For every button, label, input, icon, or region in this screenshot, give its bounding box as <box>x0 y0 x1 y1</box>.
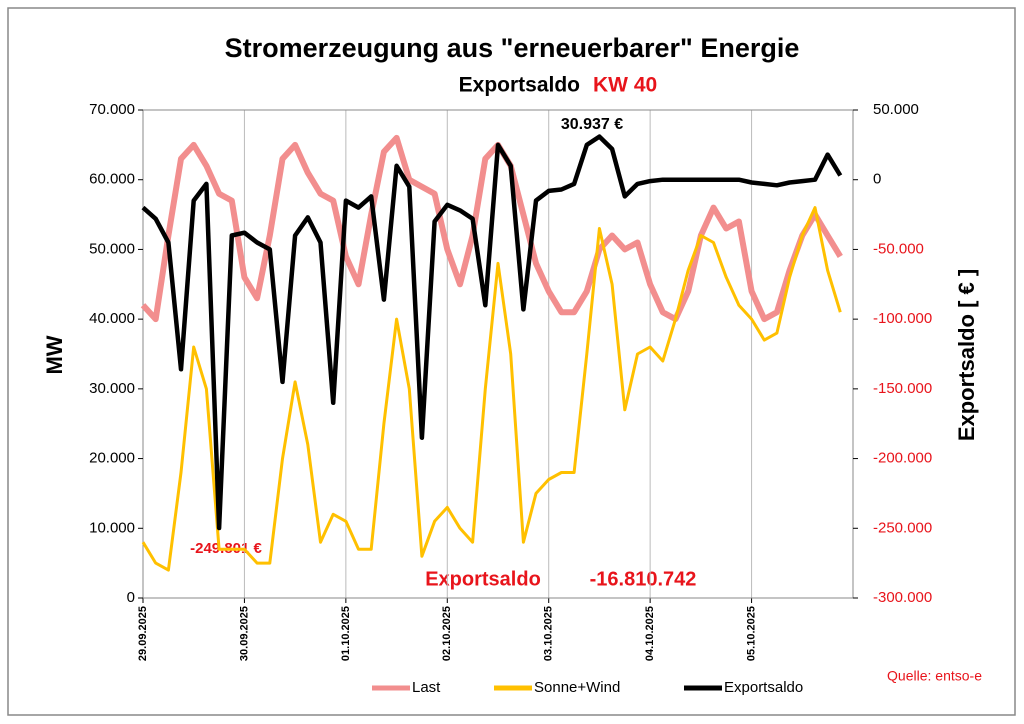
y-tick-label: 60.000 <box>89 171 135 188</box>
source: Quelle: entso-e <box>887 668 982 684</box>
x-tick-label: 29.09.2025 <box>137 606 149 661</box>
y2-tick-label: -200.000 <box>873 450 932 467</box>
y2-tick-label: -250.000 <box>873 519 932 536</box>
y2-tick-label: -50.000 <box>873 240 924 257</box>
y2-tick-label: -300.000 <box>873 589 932 606</box>
x-tick-label: 30.09.2025 <box>238 606 250 661</box>
y-tick-label: 30.000 <box>89 380 135 397</box>
x-tick-label: 03.10.2025 <box>543 606 555 661</box>
y-tick-label: 40.000 <box>89 310 135 327</box>
chart-title: Stromerzeugung aus "erneuerbarer" Energi… <box>225 33 800 63</box>
x-tick-label: 04.10.2025 <box>644 606 656 661</box>
y-axis-label: MW <box>42 335 67 374</box>
series-line <box>141 206 842 572</box>
y-tick-label: 20.000 <box>89 450 135 467</box>
y-tick-label: 0 <box>127 589 135 606</box>
annotation: 30.937 € <box>561 116 623 133</box>
series-line <box>140 134 843 323</box>
y2-tick-label: -100.000 <box>873 310 932 327</box>
annotation: Exportsaldo <box>425 568 541 590</box>
annotation: -16.810.742 <box>590 568 697 590</box>
legend-label: Sonne+Wind <box>534 679 620 696</box>
legend-label: Last <box>412 679 441 696</box>
series-line <box>141 134 843 531</box>
y2-tick-label: 0 <box>873 171 881 188</box>
plot-area <box>142 109 854 599</box>
y-tick-label: 50.000 <box>89 240 135 257</box>
x-tick-label: 02.10.2025 <box>441 606 453 661</box>
y2-tick-label: -150.000 <box>873 380 932 397</box>
week-label: KW 40 <box>593 74 657 97</box>
y2-axis-label: Exportsaldo [ € ] <box>954 269 979 441</box>
chart-subtitle: Exportsaldo <box>459 74 580 97</box>
x-tick-label: 01.10.2025 <box>340 606 352 661</box>
x-tick-label: 05.10.2025 <box>745 606 757 661</box>
y-tick-label: 70.000 <box>89 101 135 118</box>
y-tick-label: 10.000 <box>89 519 135 536</box>
legend-label: Exportsaldo <box>724 679 803 696</box>
y2-tick-label: 50.000 <box>873 101 919 118</box>
